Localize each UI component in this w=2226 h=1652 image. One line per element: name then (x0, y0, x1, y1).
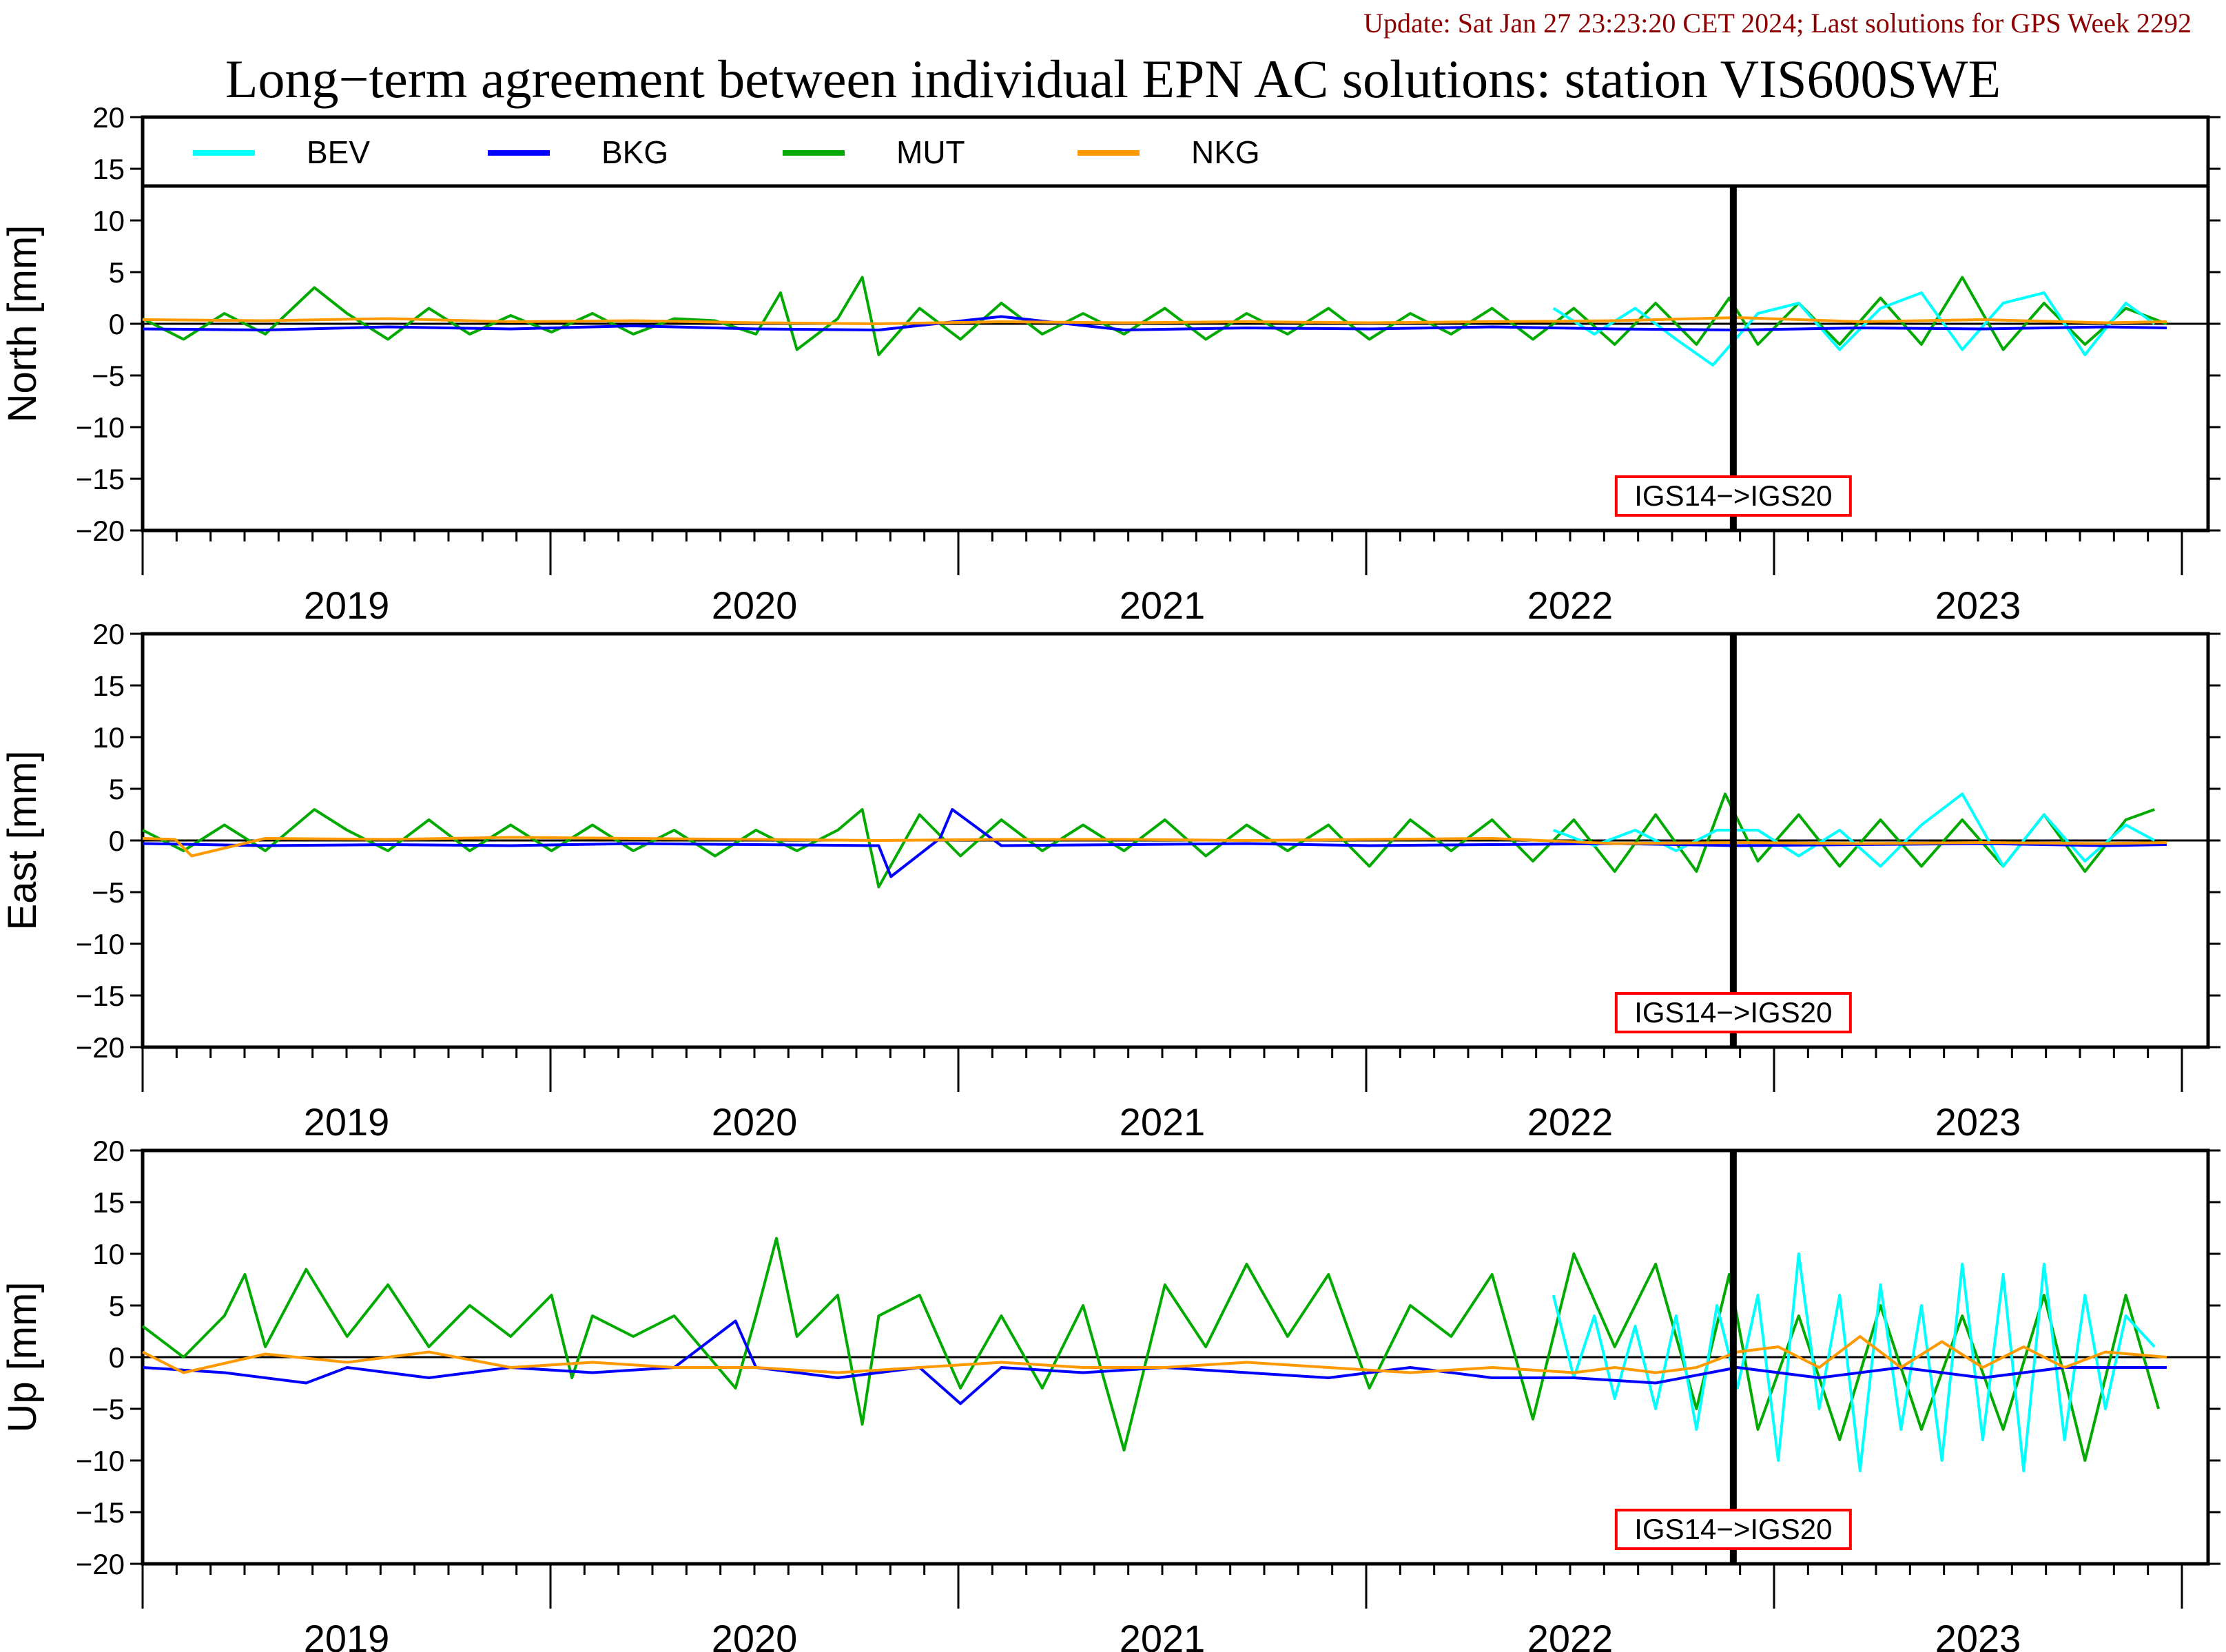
y-tick-label: 0 (109, 825, 125, 857)
year-label: 2022 (1527, 1617, 1614, 1652)
year-label: 2023 (1935, 584, 2021, 627)
y-tick-label: 5 (109, 256, 125, 289)
y-tick-label: 0 (109, 308, 125, 340)
y-tick-label: −5 (92, 876, 125, 909)
series-bkg-line (142, 1319, 2167, 1405)
reference-change-box (1614, 475, 1852, 517)
panel-2: 20 15 10 5 0 −5 −10 −15 −20 Up [mm] 2019 2020 2021 20… (0, 1135, 2220, 1652)
year-label: 2021 (1120, 584, 1206, 627)
y-tick-label: −10 (76, 411, 125, 444)
legend-label-bkg: BKG (601, 134, 668, 170)
y-tick-label: 0 (109, 1341, 125, 1374)
year-label: 2020 (712, 1100, 798, 1144)
year-label: 2021 (1120, 1617, 1206, 1652)
series-nkg-line (142, 836, 2167, 858)
legend-label-mut: MUT (896, 134, 965, 170)
y-tick-label: 20 (92, 618, 125, 650)
year-label: 2023 (1935, 1617, 2021, 1652)
y-tick-label: 15 (92, 153, 125, 185)
y-tick-label: −20 (76, 515, 125, 547)
year-label: 2020 (712, 1617, 798, 1652)
year-label: 2022 (1527, 584, 1614, 627)
year-label: 2019 (304, 1617, 390, 1652)
reference-change-box (1614, 992, 1852, 1033)
y-tick-label: 5 (109, 1290, 125, 1322)
series-bkg-line (142, 315, 2167, 331)
y-tick-label: −10 (76, 928, 125, 960)
year-label: 2023 (1935, 1100, 2021, 1144)
y-axis-label: Up [mm] (0, 1281, 45, 1432)
y-tick-label: 20 (92, 1135, 125, 1167)
series-nkg-line (142, 1335, 2167, 1374)
year-label: 2022 (1527, 1100, 1614, 1144)
y-axis-label: East [mm] (0, 750, 45, 930)
y-tick-label: 10 (92, 721, 125, 754)
reference-change-box (1614, 1509, 1852, 1550)
y-tick-label: −20 (76, 1031, 125, 1064)
series-bev-line (1552, 1252, 2156, 1472)
reference-change-label: IGS14−>IGS20 (1634, 1513, 1832, 1545)
reference-change-label: IGS14−>IGS20 (1634, 479, 1832, 512)
y-tick-label: −10 (76, 1445, 125, 1477)
year-label: 2021 (1120, 1100, 1206, 1144)
y-tick-label: −5 (92, 360, 125, 392)
y-tick-label: −5 (92, 1393, 125, 1425)
y-tick-label: 15 (92, 1186, 125, 1219)
series-mut-line (141, 1237, 2161, 1462)
y-tick-label: 5 (109, 773, 125, 805)
series-bev-line (1552, 792, 2156, 868)
page-title: Long−term agreement between individual E… (225, 49, 2001, 109)
legend-box (141, 115, 2210, 188)
y-tick-label: 10 (92, 1238, 125, 1270)
y-tick-label: 15 (92, 670, 125, 702)
legend-label-bev: BEV (307, 134, 370, 170)
panel-0: 20 15 10 5 0 −5 −10 −15 −20 North [mm] 2019 2020 202… (0, 101, 2220, 627)
y-tick-label: −20 (76, 1548, 125, 1580)
y-tick-label: −15 (76, 1496, 125, 1529)
update-info: Update: Sat Jan 27 23:23:20 CET 2024; La… (1363, 8, 2192, 39)
y-tick-label: 10 (92, 205, 125, 237)
legend-label-nkg: NKG (1191, 134, 1260, 170)
year-label: 2019 (304, 584, 390, 627)
reference-change-label: IGS14−>IGS20 (1634, 996, 1832, 1029)
y-tick-label: −15 (76, 980, 125, 1012)
y-tick-label: −15 (76, 463, 125, 495)
year-label: 2019 (304, 1100, 390, 1144)
y-axis-label: North [mm] (0, 225, 45, 423)
panel-1: 20 15 10 5 0 −5 −10 −15 −20 East [mm] 2019 2020 2021… (0, 618, 2220, 1144)
year-label: 2020 (712, 584, 798, 627)
series-bkg-line (142, 808, 2167, 878)
y-tick-label: 20 (92, 101, 125, 134)
series-nkg-line (142, 316, 2167, 325)
